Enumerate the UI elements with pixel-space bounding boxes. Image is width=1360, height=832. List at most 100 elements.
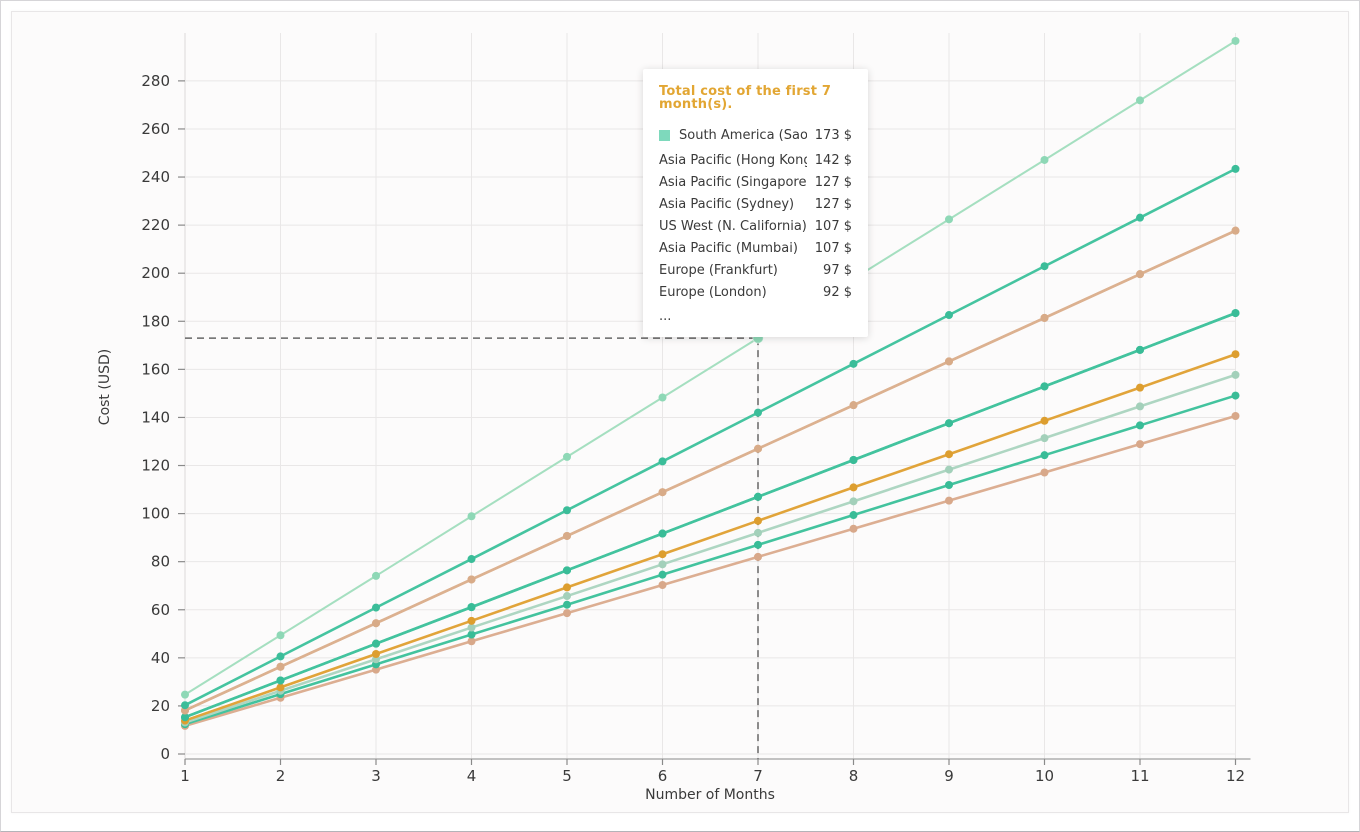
series-point-0 xyxy=(181,690,189,699)
series-point-2 xyxy=(467,575,476,584)
series-point-9 xyxy=(467,637,476,646)
y-tick-label: 40 xyxy=(151,649,170,667)
series-point-2 xyxy=(754,444,762,453)
series-point-1 xyxy=(1040,262,1049,271)
series-point-1 xyxy=(467,555,476,564)
series-point-9 xyxy=(1136,440,1144,449)
tooltip-more-indicator: ... xyxy=(659,308,672,324)
series-point-7 xyxy=(754,528,762,537)
tooltip-row: Europe (London) 92 $ xyxy=(659,281,852,303)
series-point-2 xyxy=(1136,270,1144,279)
x-tick-label: 6 xyxy=(658,767,668,785)
series-point-2 xyxy=(563,531,571,540)
series-point-6 xyxy=(563,583,571,592)
tooltip-row: Asia Pacific (Mumbai) 107 $ xyxy=(659,237,852,259)
series-point-4 xyxy=(563,566,571,575)
series-value: 127 $ xyxy=(814,174,852,190)
tooltip-row: Asia Pacific (Singapore) 127 $ xyxy=(659,171,852,193)
series-point-7 xyxy=(1231,370,1240,379)
chart-tooltip: Total cost of the first 7 month(s). Sout… xyxy=(643,69,868,337)
series-label: Asia Pacific (Hong Kong) xyxy=(659,153,807,167)
x-tick-label: 12 xyxy=(1226,767,1245,785)
x-tick-label: 9 xyxy=(944,767,954,785)
series-point-1 xyxy=(945,311,953,320)
series-value: 173 $ xyxy=(814,127,852,143)
x-tick-label: 3 xyxy=(371,767,381,785)
series-point-1 xyxy=(563,506,571,515)
series-point-8 xyxy=(1136,421,1144,430)
y-tick-label: 160 xyxy=(141,360,170,378)
x-tick-label: 1 xyxy=(180,767,190,785)
x-axis-title: Number of Months xyxy=(645,787,775,803)
series-point-7 xyxy=(563,592,571,601)
y-tick-label: 220 xyxy=(141,216,170,234)
x-tick-label: 11 xyxy=(1130,767,1149,785)
series-point-9 xyxy=(1231,411,1240,420)
y-tick-label: 140 xyxy=(141,408,170,426)
y-tick-label: 200 xyxy=(141,264,170,282)
series-value: 107 $ xyxy=(814,218,852,234)
series-point-4 xyxy=(1231,309,1240,318)
series-line-1 xyxy=(183,167,1237,707)
series-point-7 xyxy=(849,497,858,506)
y-axis-title: Cost (USD) xyxy=(97,349,113,425)
series-point-8 xyxy=(945,480,953,489)
series-point-8 xyxy=(1231,391,1240,400)
series-value: 142 $ xyxy=(814,152,852,168)
y-tick-label: 280 xyxy=(141,72,170,90)
x-tick-label: 10 xyxy=(1035,767,1054,785)
series-point-9 xyxy=(849,524,858,533)
tooltip-title: Total cost of the first 7 month(s). xyxy=(659,84,832,112)
series-point-6 xyxy=(1040,416,1049,425)
series-point-2 xyxy=(849,401,858,410)
chart-card: 1 2 3 4 5 6 7 8 9 10 11 12 0 20 40 60 80 100 120 140 160 180 2… xyxy=(11,11,1349,813)
y-tick-label: 100 xyxy=(141,505,170,523)
series-point-6 xyxy=(1136,383,1144,392)
series-point-8 xyxy=(754,540,762,549)
series-point-6 xyxy=(467,616,476,625)
series-point-1 xyxy=(658,457,667,466)
y-tick-label: 60 xyxy=(151,601,170,619)
series-point-4 xyxy=(658,529,667,538)
tooltip-row: Asia Pacific (Sydney) 127 $ xyxy=(659,193,852,215)
series-point-7 xyxy=(1136,402,1144,411)
x-tick-label: 8 xyxy=(849,767,859,785)
series-point-1 xyxy=(372,603,380,612)
series-point-2 xyxy=(276,662,285,671)
series-marker-icon xyxy=(659,129,670,141)
series-point-4 xyxy=(1136,345,1144,354)
x-tick-label: 2 xyxy=(276,767,286,785)
series-point-6 xyxy=(1231,350,1240,359)
series-line-0 xyxy=(184,39,1237,696)
series-point-6 xyxy=(849,483,858,492)
series-point-8 xyxy=(849,511,858,520)
series-point-2 xyxy=(1040,313,1049,322)
series-value: 127 $ xyxy=(814,196,852,212)
series-point-0 xyxy=(1040,155,1049,164)
series-point-7 xyxy=(945,465,953,474)
series-point-4 xyxy=(372,639,380,648)
series-point-1 xyxy=(754,408,762,417)
series-point-8 xyxy=(563,600,571,609)
y-tick-label: 120 xyxy=(141,457,170,475)
series-label: Europe (London) xyxy=(659,285,767,299)
series-point-9 xyxy=(945,496,953,505)
series-point-2 xyxy=(1231,226,1240,235)
series-point-8 xyxy=(467,630,476,639)
series-label: Europe (Frankfurt) xyxy=(659,263,778,277)
series-line-2 xyxy=(183,229,1237,712)
series-point-9 xyxy=(658,580,667,589)
series-point-6 xyxy=(372,649,380,658)
series-point-4 xyxy=(276,676,285,685)
series-point-7 xyxy=(467,623,476,632)
series-point-7 xyxy=(1040,434,1049,443)
tooltip-row: Asia Pacific (Hong Kong) 142 $ xyxy=(659,149,852,171)
chart-canvas[interactable]: 1 2 3 4 5 6 7 8 9 10 11 120204060801001201401601802… xyxy=(12,12,1350,814)
series-point-1 xyxy=(276,652,285,661)
tooltip-row: South America (Sao Paulo) 173 $ xyxy=(659,124,852,146)
y-tick-label: 260 xyxy=(141,120,170,138)
series-point-0 xyxy=(563,452,571,461)
series-point-6 xyxy=(658,550,667,559)
series-point-1 xyxy=(181,701,189,710)
series-point-0 xyxy=(1136,96,1144,105)
